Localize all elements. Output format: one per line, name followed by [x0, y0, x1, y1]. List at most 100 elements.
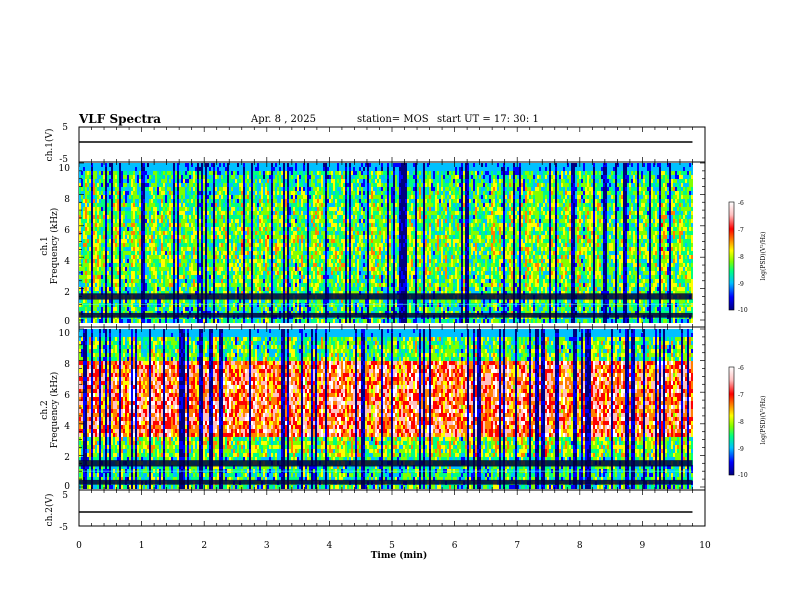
spec-cell — [151, 167, 153, 171]
spec-cell — [101, 247, 103, 251]
spec-cell — [133, 263, 135, 267]
spec-cell — [251, 223, 253, 227]
spec-cell — [193, 287, 195, 291]
spec-cell — [203, 231, 205, 235]
spec-cell — [179, 235, 181, 239]
spec-cell — [219, 203, 221, 207]
spec-cell — [307, 247, 309, 251]
spec-cell — [261, 239, 263, 243]
spec-cell — [281, 163, 283, 167]
spec-cell — [87, 167, 89, 171]
spec-cell — [201, 179, 203, 183]
spec-cell — [157, 243, 159, 247]
spec-cell — [265, 271, 267, 275]
spec-cell — [281, 239, 283, 243]
spec-cell — [223, 175, 225, 179]
spec-cell — [137, 303, 139, 307]
spec-cell — [121, 187, 123, 191]
spec-cell — [273, 251, 275, 255]
spec-cell — [307, 187, 309, 191]
spec-cell — [113, 223, 115, 227]
spec-cell — [191, 255, 193, 259]
spec-cell — [201, 263, 203, 267]
spec-cell — [247, 251, 249, 255]
spec-cell — [307, 231, 309, 235]
spec-cell — [279, 275, 281, 279]
spec-cell — [149, 235, 151, 239]
spec-cell — [125, 307, 127, 311]
spec-cell — [263, 275, 265, 279]
spec-cell — [275, 191, 277, 195]
spec-cell — [135, 219, 137, 223]
spec-cell — [127, 231, 129, 235]
spec-cell — [265, 179, 267, 183]
spec-cell — [307, 227, 309, 231]
spec-cell — [233, 275, 235, 279]
spec-cell — [177, 179, 179, 183]
spec-cell — [143, 183, 145, 187]
spec-cell — [317, 203, 319, 207]
spec-cell — [93, 255, 95, 259]
spec-cell — [209, 267, 211, 271]
spec-cell — [223, 255, 225, 259]
spec-cell — [169, 303, 171, 307]
spec-cell — [101, 263, 103, 267]
spec-cell — [285, 271, 287, 275]
spec-cell — [297, 259, 299, 263]
spec-cell — [237, 239, 239, 243]
spec-cell — [231, 207, 233, 211]
spec-cell — [325, 199, 327, 203]
spec-cell — [221, 275, 223, 279]
spec-cell — [81, 187, 83, 191]
spec-cell — [145, 207, 147, 211]
spec-cell — [231, 283, 233, 287]
spec-cell — [163, 271, 165, 275]
spec-cell — [97, 223, 99, 227]
spec-cell — [159, 259, 161, 263]
spec-cell — [233, 179, 235, 183]
spec-cell — [311, 223, 313, 227]
spec-cell — [179, 167, 181, 171]
spec-cell — [99, 303, 101, 307]
spec-cell — [275, 251, 277, 255]
spec-cell — [285, 163, 287, 167]
spec-cell — [107, 195, 109, 199]
spec-cell — [141, 255, 143, 259]
spec-cell — [281, 231, 283, 235]
spec-cell — [279, 203, 281, 207]
spec-cell — [213, 243, 215, 247]
spec-cell — [287, 275, 289, 279]
spec-cell — [215, 187, 217, 191]
spec-cell — [215, 287, 217, 291]
spec-cell — [227, 279, 229, 283]
spec-cell — [93, 307, 95, 311]
spec-cell — [93, 263, 95, 267]
spec-cell — [119, 175, 121, 179]
spec-cell — [131, 287, 133, 291]
spec-cell — [281, 171, 283, 175]
spec-cell — [211, 167, 213, 171]
spec-cell — [267, 223, 269, 227]
spec-cell — [181, 199, 183, 203]
spec-cell — [277, 303, 279, 307]
spec-cell — [175, 303, 177, 307]
spec-cell — [91, 207, 93, 211]
spec-cell — [223, 215, 225, 219]
spec-cell — [191, 219, 193, 223]
spec-cell — [327, 183, 329, 187]
spec-cell — [125, 175, 127, 179]
spec-cell — [85, 251, 87, 255]
spec-cell — [283, 283, 285, 287]
spec-cell — [235, 243, 237, 247]
spec-cell — [121, 175, 123, 179]
spec-cell — [181, 263, 183, 267]
spec-cell — [175, 215, 177, 219]
spec-cell — [195, 251, 197, 255]
spec-cell — [129, 183, 131, 187]
spec-cell — [165, 175, 167, 179]
spec-cell — [245, 203, 247, 207]
spec-cell — [201, 287, 203, 291]
spec-cell — [265, 267, 267, 271]
spec-cell — [101, 187, 103, 191]
spec-cell — [209, 183, 211, 187]
